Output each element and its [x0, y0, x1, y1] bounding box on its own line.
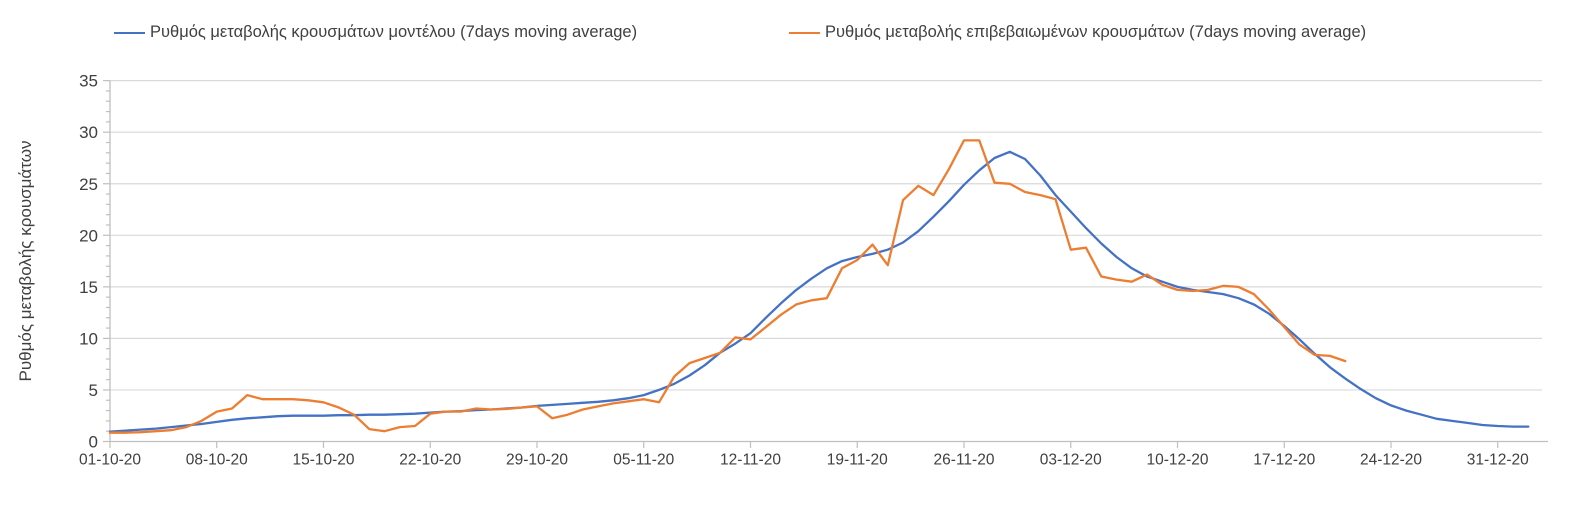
x-tick-label: 22-10-20 — [399, 452, 461, 469]
x-tick-label: 24-12-20 — [1360, 452, 1422, 469]
y-tick-label: 30 — [79, 123, 98, 142]
legend-line-marker-model — [114, 31, 145, 34]
series-line-confirmed — [108, 139, 1347, 434]
y-tick-label: 20 — [79, 226, 98, 245]
y-tick-label: 5 — [89, 381, 98, 400]
x-tick-label: 12-11-20 — [720, 452, 781, 469]
legend-item-model: Ρυθμός μεταβολής κρουσμάτων μοντέλου (7d… — [114, 23, 637, 42]
x-tick-label: 05-11-20 — [613, 452, 674, 469]
x-tick-label: 03-12-20 — [1040, 452, 1102, 469]
legend-line-marker-confirmed — [789, 31, 820, 34]
x-tick-label: 19-11-20 — [827, 452, 888, 469]
series-line-model — [108, 150, 1530, 433]
x-tick-label: 15-10-20 — [292, 452, 354, 469]
y-tick-label: 25 — [79, 175, 98, 194]
x-tick-label: 08-10-20 — [186, 452, 248, 469]
y-tick-label: 10 — [79, 329, 98, 348]
x-tick-label: 26-11-20 — [934, 452, 995, 469]
legend-item-confirmed: Ρυθμός μεταβολής επιβεβαιωμένων κρουσμάτ… — [789, 23, 1366, 42]
y-tick-label: 35 — [79, 72, 98, 91]
legend-label-confirmed: Ρυθμός μεταβολής επιβεβαιωμένων κρουσμάτ… — [825, 23, 1367, 41]
x-tick-label: 17-12-20 — [1253, 452, 1315, 469]
x-tick-label: 29-10-20 — [506, 452, 568, 469]
y-tick-label: 0 — [89, 433, 98, 452]
x-tick-label: 10-12-20 — [1146, 452, 1208, 469]
y-tick-label: 15 — [79, 278, 98, 297]
x-tick-label: 31-12-20 — [1467, 452, 1529, 469]
x-tick-label: 01-10-20 — [79, 452, 141, 469]
legend-label-model: Ρυθμός μεταβολής κρουσμάτων μοντέλου (7d… — [150, 23, 638, 41]
